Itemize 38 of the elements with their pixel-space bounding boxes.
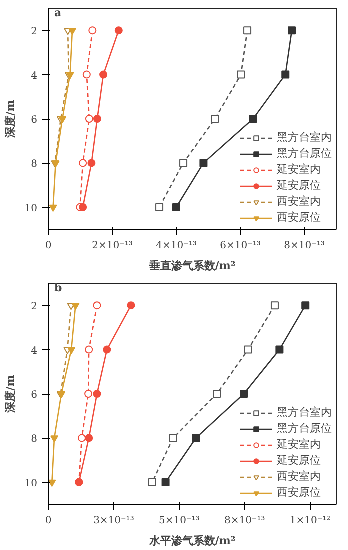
x-tick-label: 2×10⁻¹³: [92, 240, 133, 252]
y-tick-label: 6: [31, 390, 38, 401]
x-tick-label: 6×10⁻¹³: [220, 240, 261, 252]
y-tick-label: 2: [31, 302, 38, 313]
legend-label: 延安原位: [277, 178, 321, 193]
x-tick-label: 4×10⁻¹³: [156, 240, 197, 252]
y-axis-title: 深度/m: [4, 374, 17, 414]
annotation: b: [54, 282, 62, 294]
x-tick-label: 8×10⁻¹³: [224, 516, 266, 526]
y-tick-label: 2: [31, 26, 38, 38]
y-tick-label: 6: [31, 115, 38, 126]
legend-label: 延安室内: [277, 162, 321, 177]
legend-label: 西安室内: [277, 469, 321, 484]
x-axis-title: 垂直渗气系数/m²: [148, 260, 236, 272]
legend-label: 黑方台室内: [277, 130, 332, 145]
y-tick-label: 4: [31, 70, 38, 82]
y-tick-label: 10: [24, 203, 38, 214]
x-tick-label: 0: [45, 516, 52, 526]
x-tick-label: 5×10⁻¹³: [159, 516, 200, 526]
legend-label: 西安室内: [277, 194, 321, 209]
x-tick-label: 3×10⁻¹³: [94, 516, 134, 526]
y-axis-title: 深度/m: [4, 100, 17, 139]
x-tick-label: 1×10⁻¹²: [290, 516, 331, 526]
y-tick-label: 10: [24, 478, 38, 490]
legend-label: 西安原位: [277, 485, 321, 500]
legend-label: 西安原位: [277, 210, 321, 225]
legend-label: 延安室内: [277, 437, 321, 452]
y-tick-label: 4: [31, 346, 38, 357]
legend-label: 黑方台原位: [277, 146, 332, 161]
legend-label: 黑方台原位: [277, 421, 332, 436]
x-tick-label: 8×10⁻¹³: [284, 240, 325, 252]
x-axis-title: 水平渗气系数/m²: [148, 534, 236, 548]
y-tick-label: 8: [31, 159, 38, 170]
y-tick-label: 8: [31, 434, 38, 446]
annotation: a: [54, 6, 62, 20]
x-tick-label: 0: [45, 240, 52, 252]
legend-label: 黑方台室内: [277, 405, 332, 420]
legend-label: 延安原位: [277, 453, 321, 468]
